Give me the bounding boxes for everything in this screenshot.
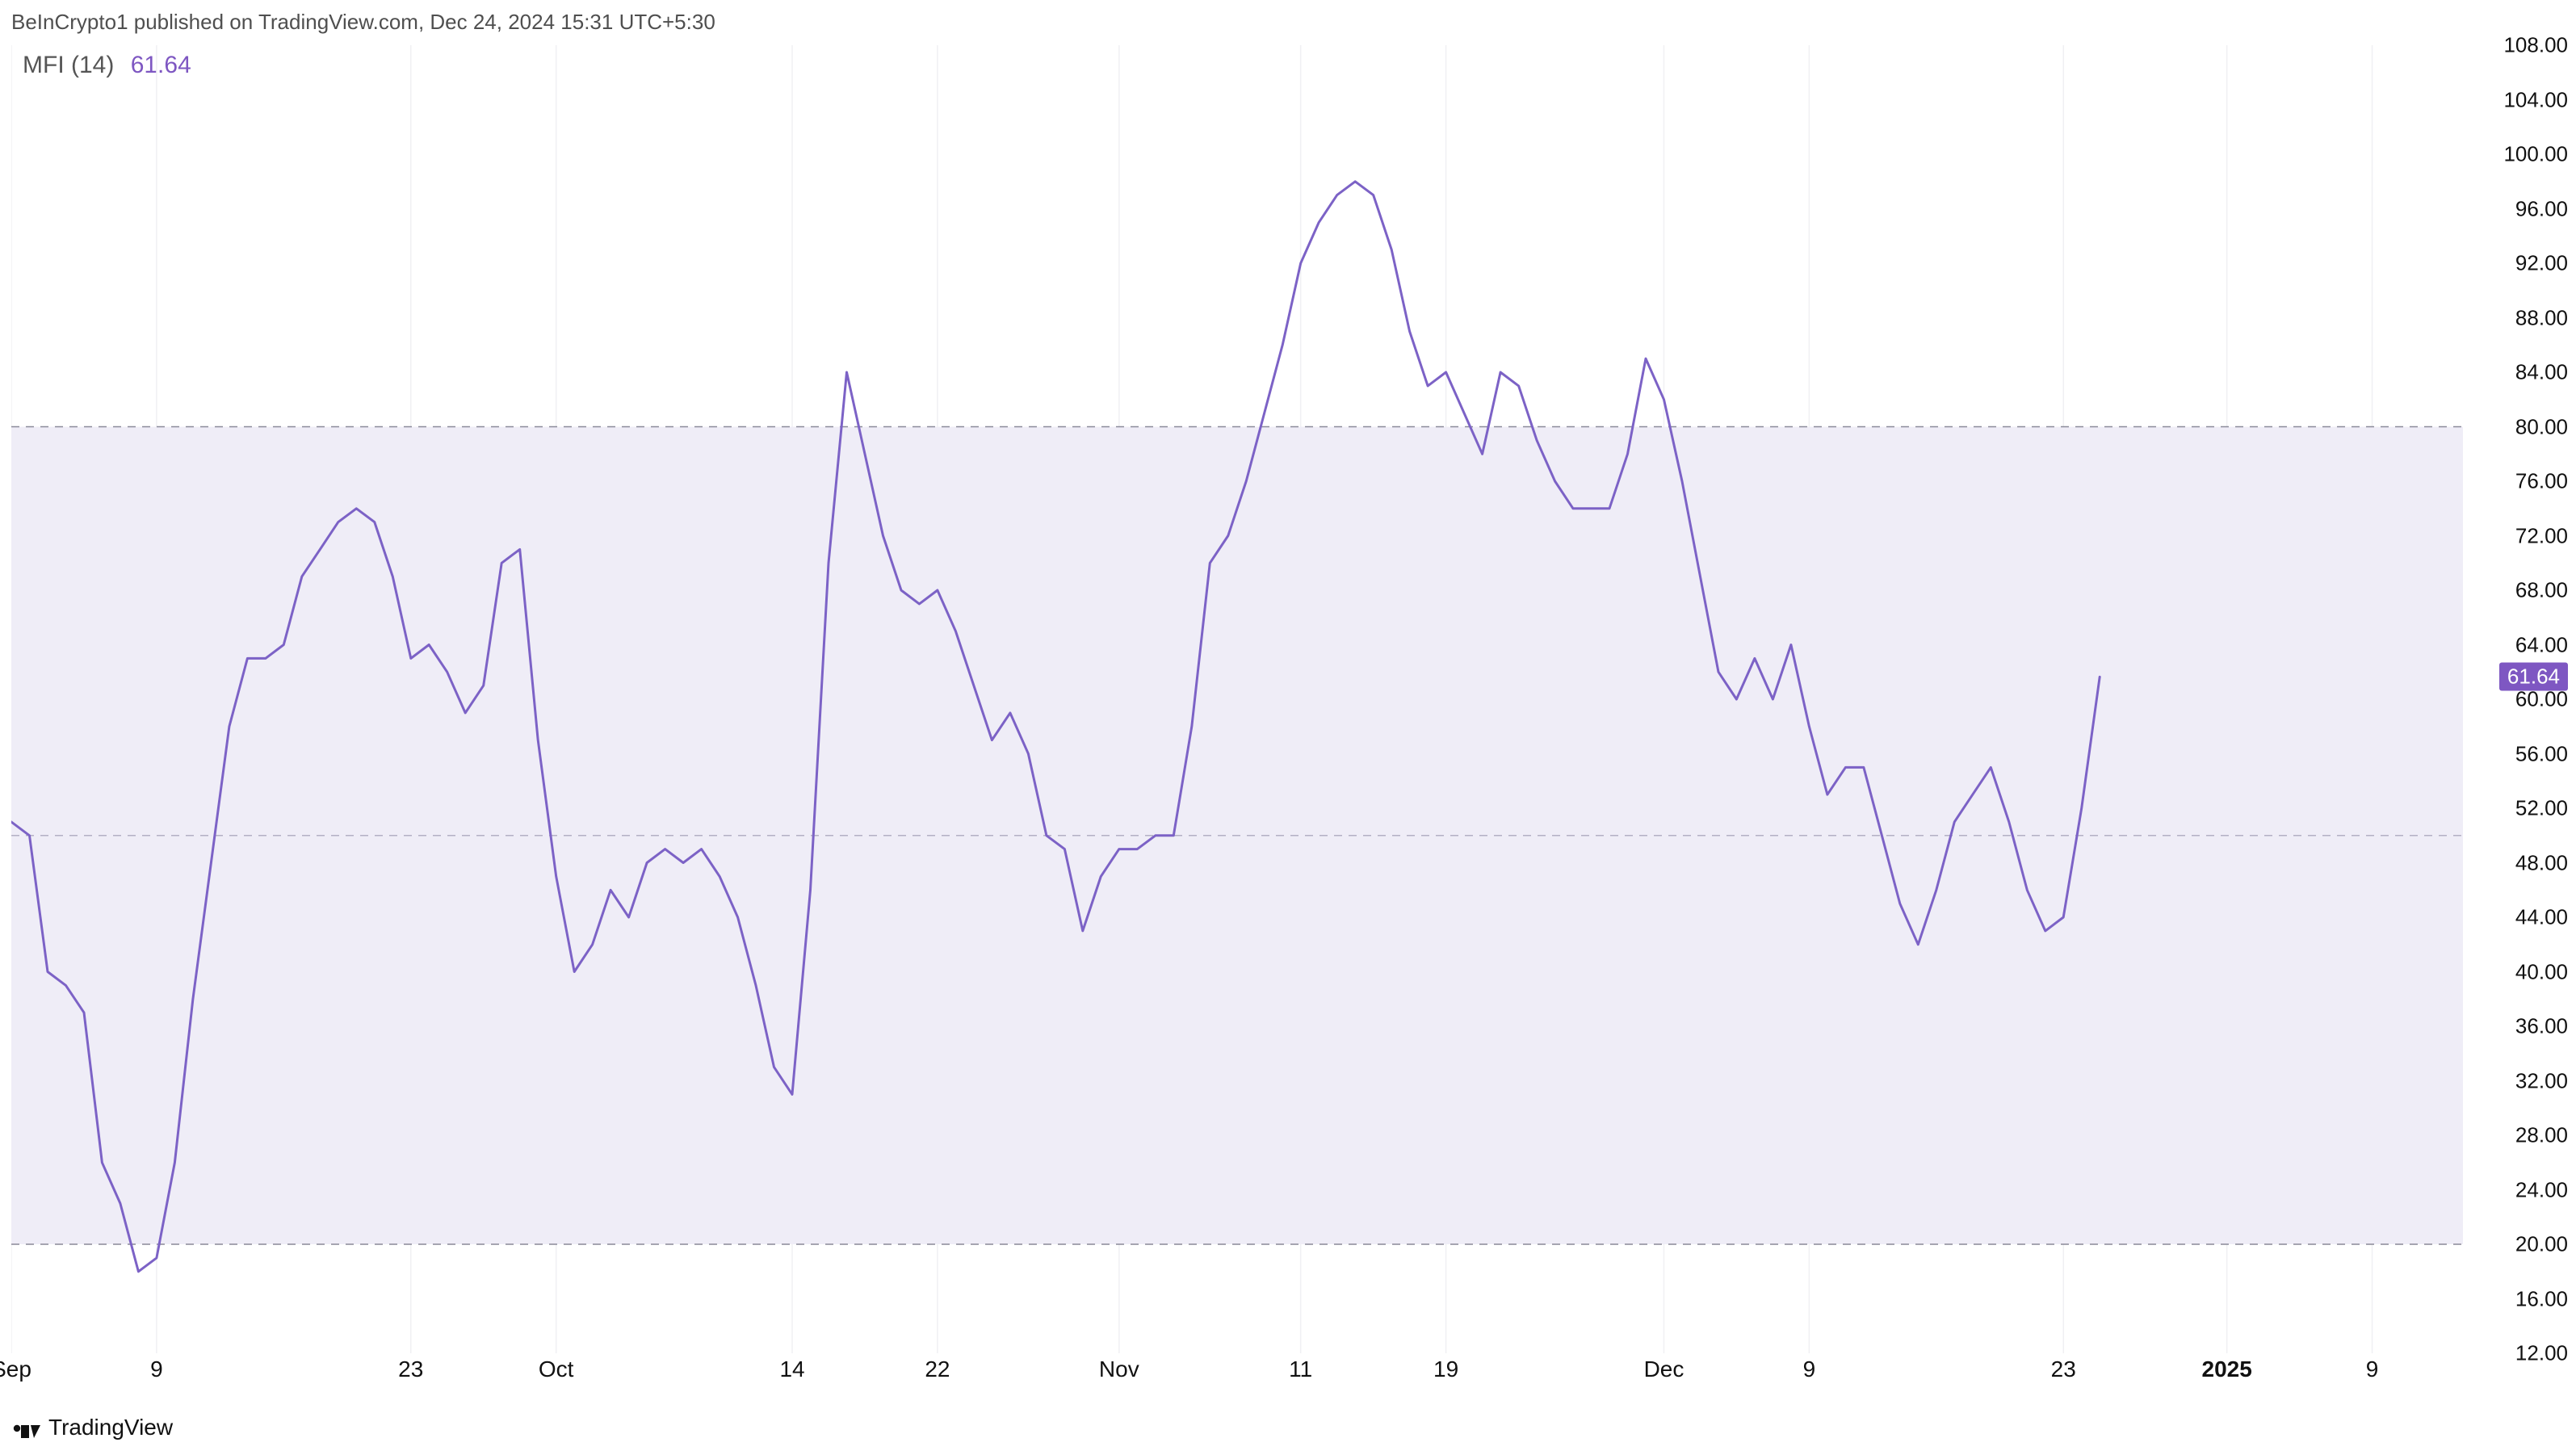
y-tick-label: 96.00 — [2515, 196, 2568, 221]
y-tick-label: 32.00 — [2515, 1068, 2568, 1093]
y-tick-label: 92.00 — [2515, 251, 2568, 276]
brand-footer[interactable]: TradingView — [11, 1415, 173, 1440]
y-tick-label: 88.00 — [2515, 305, 2568, 330]
y-tick-label: 16.00 — [2515, 1286, 2568, 1311]
attribution-text: BeInCrypto1 published on TradingView.com… — [11, 10, 715, 35]
y-tick-label: 72.00 — [2515, 523, 2568, 548]
y-tick-label: 100.00 — [2503, 142, 2568, 167]
x-tick-label: Sep — [0, 1356, 31, 1382]
x-tick-label: 9 — [1803, 1356, 1816, 1382]
x-tick-label: 23 — [398, 1356, 423, 1382]
x-tick-label: 23 — [2051, 1356, 2076, 1382]
y-current-value-badge: 61.64 — [2499, 663, 2568, 691]
y-tick-label: 76.00 — [2515, 469, 2568, 494]
chart-svg — [11, 45, 2463, 1353]
y-tick-label: 24.00 — [2515, 1177, 2568, 1202]
x-axis: Sep923Oct1422Nov1119Dec92320259 — [11, 1356, 2463, 1397]
y-tick-label: 108.00 — [2503, 33, 2568, 58]
x-tick-label: 19 — [1433, 1356, 1458, 1382]
y-tick-label: 104.00 — [2503, 87, 2568, 112]
x-tick-label: Dec — [1644, 1356, 1684, 1382]
tradingview-logo-icon — [11, 1419, 40, 1436]
y-tick-label: 20.00 — [2515, 1232, 2568, 1257]
brand-name: TradingView — [48, 1415, 173, 1440]
x-tick-label: 22 — [925, 1356, 950, 1382]
x-tick-label: Oct — [539, 1356, 574, 1382]
x-tick-label: 9 — [150, 1356, 163, 1382]
x-tick-label: 9 — [2366, 1356, 2379, 1382]
x-tick-label: 2025 — [2201, 1356, 2251, 1382]
y-tick-label: 68.00 — [2515, 578, 2568, 603]
y-tick-label: 56.00 — [2515, 741, 2568, 766]
y-axis: 108.00104.00100.0096.0092.0088.0084.0080… — [2471, 45, 2568, 1353]
y-tick-label: 64.00 — [2515, 632, 2568, 657]
y-tick-label: 12.00 — [2515, 1341, 2568, 1366]
chart-plot-area[interactable] — [11, 45, 2463, 1353]
y-tick-label: 48.00 — [2515, 850, 2568, 875]
y-tick-label: 36.00 — [2515, 1014, 2568, 1039]
y-tick-label: 80.00 — [2515, 414, 2568, 439]
y-tick-label: 84.00 — [2515, 360, 2568, 385]
y-tick-label: 40.00 — [2515, 959, 2568, 984]
y-tick-label: 44.00 — [2515, 905, 2568, 930]
y-tick-label: 28.00 — [2515, 1123, 2568, 1148]
x-tick-label: 14 — [779, 1356, 804, 1382]
x-tick-label: 11 — [1289, 1356, 1312, 1382]
chart-container: BeInCrypto1 published on TradingView.com… — [0, 0, 2576, 1455]
y-tick-label: 52.00 — [2515, 796, 2568, 821]
x-tick-label: Nov — [1099, 1356, 1139, 1382]
